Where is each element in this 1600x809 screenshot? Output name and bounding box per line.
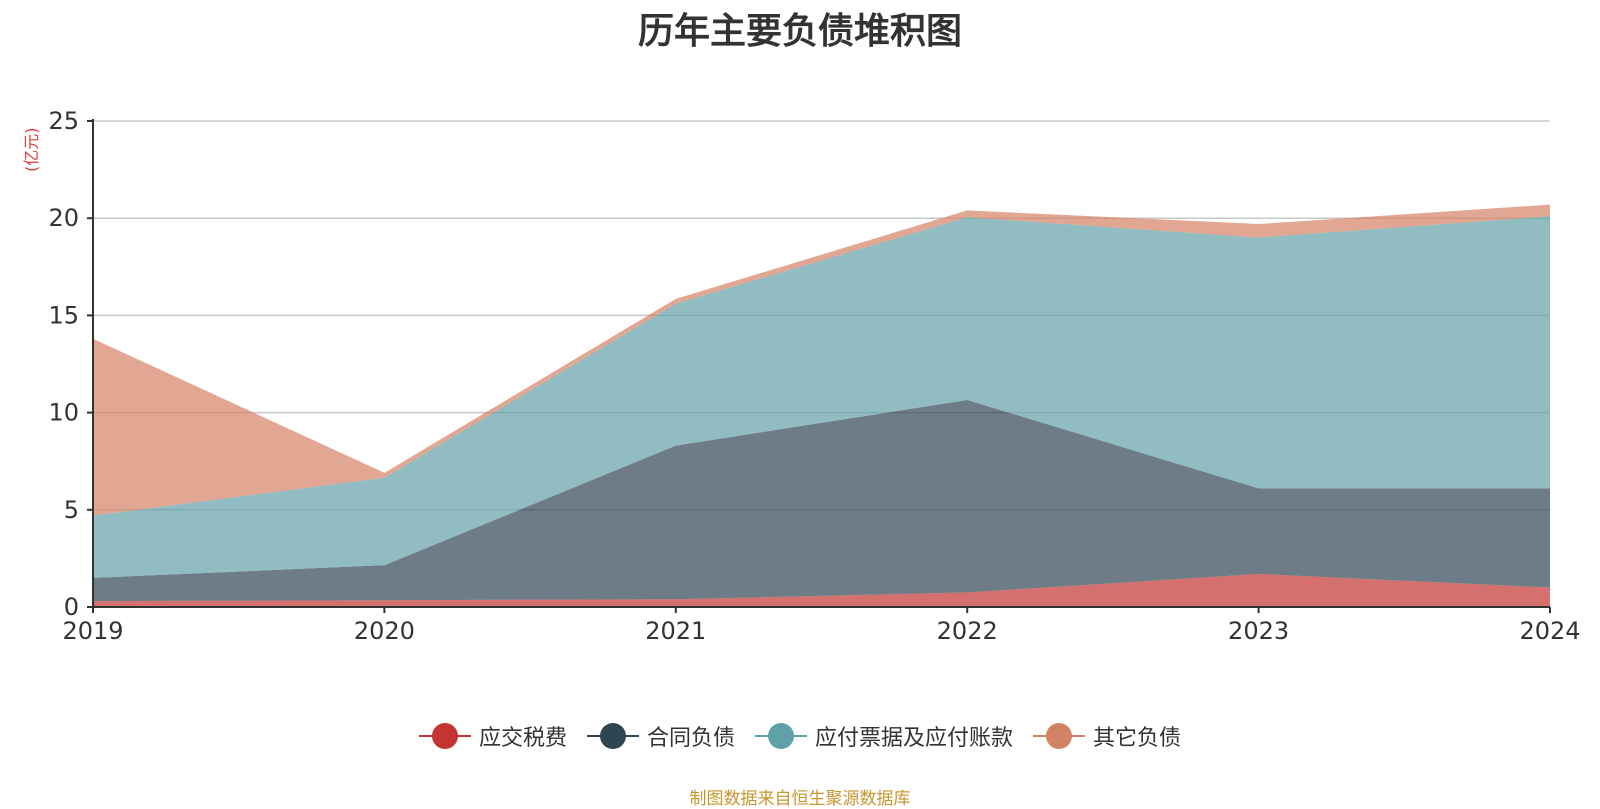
area-series-4 <box>93 204 1550 516</box>
legend-label: 其它负债 <box>1093 726 1182 751</box>
area-series-2 <box>93 399 1550 602</box>
legend-marker-icon <box>586 723 639 749</box>
x-tick-label: 2023 <box>1228 617 1289 645</box>
legend-item-1[interactable]: 应交税费 <box>418 720 567 752</box>
y-tick-label: 15 <box>48 301 79 329</box>
legend-marker-dot <box>768 723 794 749</box>
y-tick-label: 25 <box>48 107 79 135</box>
legend-item-3[interactable]: 应付票据及应付账款 <box>755 720 1013 752</box>
legend-label: 合同负债 <box>646 726 735 751</box>
y-tick-label: 0 <box>64 593 79 621</box>
legend-marker-dot <box>1046 723 1073 749</box>
legend-marker-icon <box>1033 723 1086 749</box>
legend-item-2[interactable]: 合同负债 <box>586 720 735 752</box>
y-tick-label: 10 <box>48 399 79 427</box>
legend-label: 应付票据及应付账款 <box>815 726 1014 751</box>
area-series-1 <box>93 573 1550 607</box>
chart-title: 历年主要负债堆积图 <box>637 11 962 52</box>
y-tick-label: 5 <box>64 496 79 524</box>
legend-label: 应交税费 <box>478 726 567 751</box>
x-tick-label: 2019 <box>62 617 123 645</box>
legend-marker-dot <box>599 723 626 749</box>
legend-marker-icon <box>755 723 807 749</box>
legend-marker-icon <box>418 723 471 749</box>
x-tick-label: 2021 <box>645 617 706 645</box>
area-series-3 <box>93 216 1550 578</box>
chart-legend: 应交税费 合同负债 应付票据及应付账款 其它负债 <box>0 720 1600 755</box>
stacked-area-chart: 0 5 10 15 20 25 2019 2020 2021 2022 2023 2024 <box>48 107 1580 645</box>
legend-marker-dot <box>431 723 458 749</box>
x-tick-label: 2020 <box>354 617 415 645</box>
x-tick-label: 2022 <box>937 617 998 645</box>
x-tick-label: 2024 <box>1519 617 1580 645</box>
y-tick-label: 20 <box>48 204 79 232</box>
legend-item-4[interactable]: 其它负债 <box>1033 720 1181 752</box>
data-source-note: 制图数据来自恒生聚源数据库 <box>689 789 911 809</box>
